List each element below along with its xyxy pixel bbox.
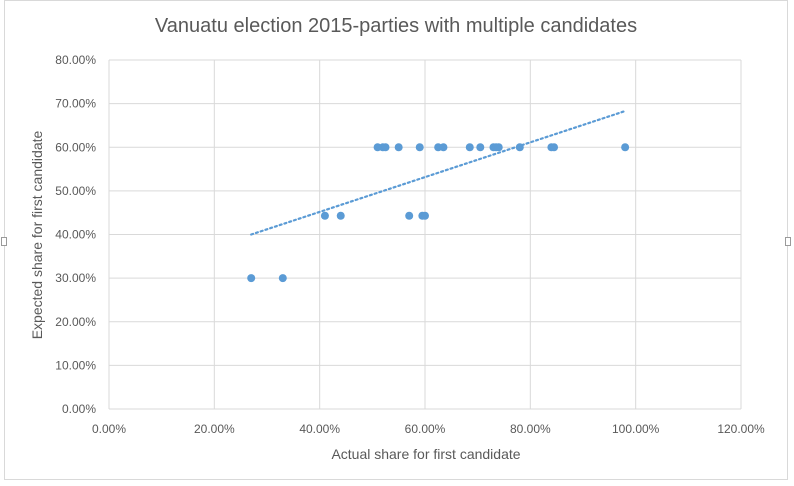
data-point xyxy=(381,143,390,152)
data-point xyxy=(621,143,630,152)
data-point xyxy=(415,143,424,152)
resize-handle-left[interactable] xyxy=(1,237,7,246)
x-tick-label: 20.00% xyxy=(194,422,235,436)
x-tick-label: 0.00% xyxy=(92,422,126,436)
x-tick-labels: 0.00% 20.00% 40.00% 60.00% 80.00% 100.00% 120.… xyxy=(92,422,765,436)
data-point xyxy=(550,143,559,152)
y-tick-labels: 0.00% 10.00% 20.00% 30.00% 40.00% 50.00% 60.00… xyxy=(55,53,96,416)
y-tick-label: 30.00% xyxy=(55,271,96,285)
data-point xyxy=(405,211,414,220)
chart-title: Vanuatu election 2015-parties with multi… xyxy=(155,15,637,37)
data-point xyxy=(515,143,524,152)
y-tick-label: 80.00% xyxy=(55,53,96,67)
x-tick-label: 100.00% xyxy=(612,422,660,436)
y-tick-label: 70.00% xyxy=(55,97,96,111)
data-point xyxy=(465,143,474,152)
data-point xyxy=(476,143,485,152)
scatter-chart: Vanuatu election 2015-parties with multi… xyxy=(29,15,765,462)
data-point xyxy=(439,143,448,152)
y-tick-label: 20.00% xyxy=(55,315,96,329)
data-point xyxy=(278,274,287,283)
data-point xyxy=(320,211,329,220)
data-point xyxy=(336,211,345,220)
data-point xyxy=(421,211,429,220)
data-points xyxy=(247,143,630,283)
x-axis-label: Actual share for first candidate xyxy=(331,446,520,462)
x-tick-label: 80.00% xyxy=(510,422,551,436)
data-point xyxy=(247,274,256,283)
x-tick-label: 120.00% xyxy=(717,422,765,436)
y-tick-label: 40.00% xyxy=(55,228,96,242)
resize-handle-right[interactable] xyxy=(785,237,791,246)
y-tick-label: 10.00% xyxy=(55,358,96,372)
y-axis-label: Expected share for first candidate xyxy=(29,131,45,340)
y-tick-label: 50.00% xyxy=(55,184,96,198)
data-point xyxy=(494,143,503,152)
gridlines xyxy=(108,59,742,410)
y-tick-label: 0.00% xyxy=(62,402,96,416)
y-tick-label: 60.00% xyxy=(55,140,96,154)
trendline xyxy=(250,109,627,236)
x-tick-label: 40.00% xyxy=(299,422,340,436)
trendline-group xyxy=(250,109,627,236)
x-tick-label: 60.00% xyxy=(405,422,446,436)
data-point xyxy=(394,143,403,152)
